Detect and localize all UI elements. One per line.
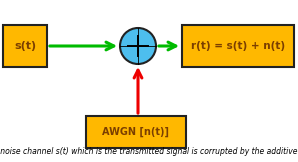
Circle shape <box>120 28 156 64</box>
FancyBboxPatch shape <box>86 116 186 148</box>
Text: r(t) = s(t) + n(t): r(t) = s(t) + n(t) <box>191 41 285 51</box>
Text: Figure 1: Additive noise channel s(t) which is the transmitted signal is corrupt: Figure 1: Additive noise channel s(t) wh… <box>0 147 298 156</box>
FancyBboxPatch shape <box>3 25 47 67</box>
FancyBboxPatch shape <box>182 25 294 67</box>
Text: s(t): s(t) <box>14 41 36 51</box>
Text: AWGN [n(t)]: AWGN [n(t)] <box>103 127 170 137</box>
